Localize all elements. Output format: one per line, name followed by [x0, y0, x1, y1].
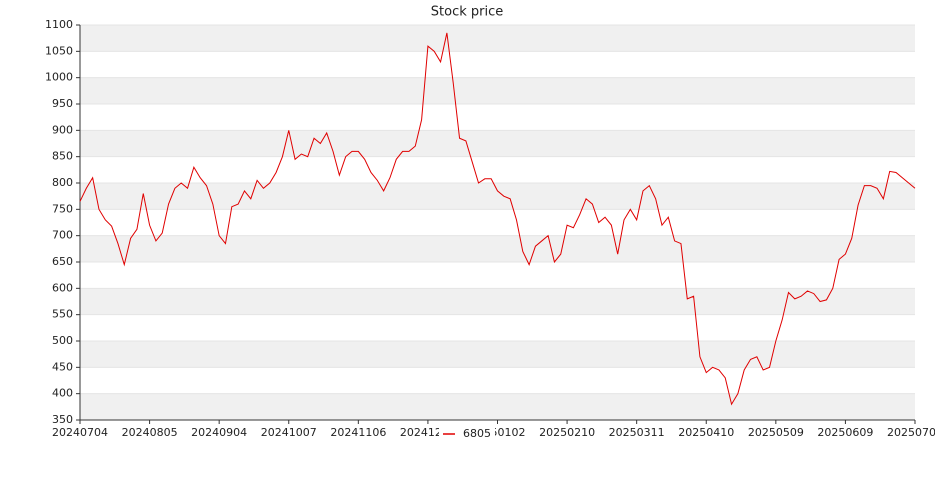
grid-band	[80, 183, 915, 210]
y-tick-label: 900	[52, 123, 73, 136]
y-tick-label: 800	[52, 176, 73, 189]
x-tick-label: 20250210	[539, 426, 595, 439]
grid-band	[80, 393, 915, 420]
y-tick-label: 1050	[45, 44, 73, 57]
y-tick-label: 550	[52, 308, 73, 321]
grid-band	[80, 130, 915, 157]
y-tick-label: 750	[52, 202, 73, 215]
y-tick-label: 1100	[45, 18, 73, 31]
x-tick-label: 20250709	[887, 426, 935, 439]
grid-band	[80, 235, 915, 262]
x-tick-label: 20250311	[609, 426, 665, 439]
y-tick-label: 700	[52, 229, 73, 242]
y-tick-label: 650	[52, 255, 73, 268]
y-tick-label: 850	[52, 150, 73, 163]
grid-band	[80, 25, 915, 52]
grid-band	[80, 288, 915, 315]
legend-bg	[439, 426, 495, 442]
y-tick-label: 400	[52, 387, 73, 400]
y-tick-label: 600	[52, 281, 73, 294]
grid-band	[80, 341, 915, 368]
x-tick-label: 20240904	[191, 426, 247, 439]
x-tick-label: 20240805	[122, 426, 178, 439]
y-tick-label: 950	[52, 97, 73, 110]
y-tick-label: 500	[52, 334, 73, 347]
grid-band	[80, 77, 915, 104]
chart-title: Stock price	[431, 5, 503, 20]
x-tick-label: 20250609	[817, 426, 873, 439]
x-tick-label: 20250509	[748, 426, 804, 439]
y-tick-label: 350	[52, 413, 73, 426]
legend-label: 6805	[463, 427, 491, 440]
x-tick-label: 20241007	[261, 426, 317, 439]
price-line	[79, 32, 916, 406]
x-tick-label: 20240704	[52, 426, 108, 439]
y-tick-label: 1000	[45, 71, 73, 84]
x-tick-label: 20250410	[678, 426, 734, 439]
x-tick-label: 20241106	[330, 426, 386, 439]
y-tick-label: 450	[52, 360, 73, 373]
